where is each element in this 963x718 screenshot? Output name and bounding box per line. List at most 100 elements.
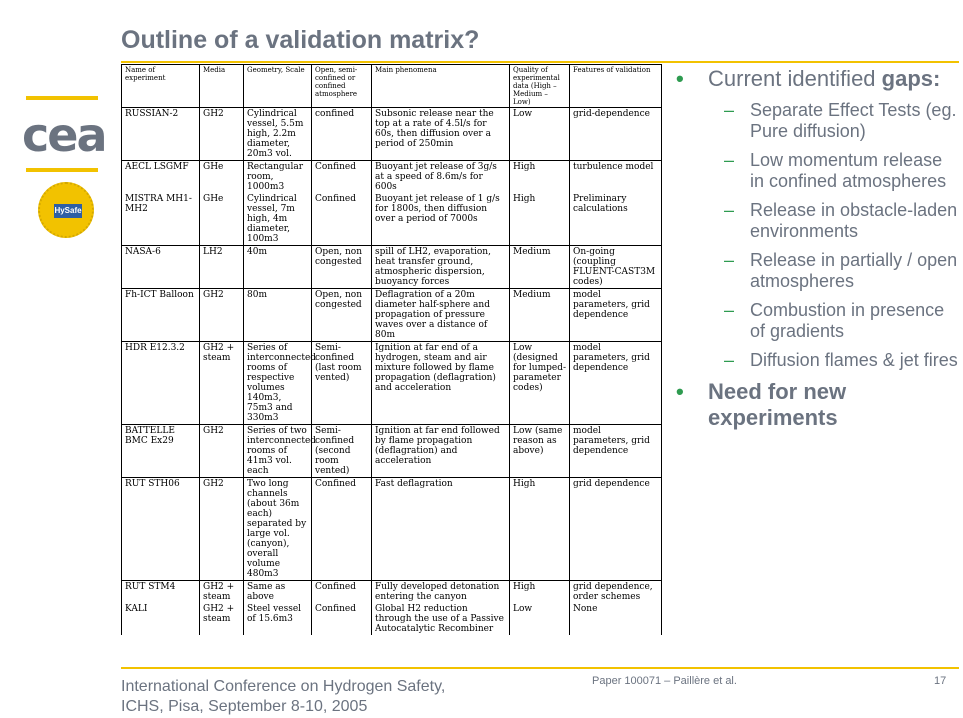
hysafe-logo: HySafe [38,182,94,238]
table-cell: model parameters, grid dependence [569,288,662,342]
conclusion-text: Need for new experiments [708,379,847,430]
table-header-cell: Features of validation [569,64,662,108]
table-cell: High [509,193,570,246]
table-cell: Semi-confined (last room vented) [311,341,372,425]
table-cell: Two long channels (about 36m each) separ… [243,477,312,581]
table-cell: RUSSIAN-2 [121,107,200,161]
table-cell: Confined [311,160,372,193]
table-cell: High [509,580,570,603]
table-cell: Cylindrical vessel, 7m high, 4m diameter… [243,193,312,246]
table-cell: High [509,477,570,581]
table-cell: Rectangular room, 1000m3 [243,160,312,193]
table-header-cell: Name of experiment [121,64,200,108]
slide-title: Outline of a validation matrix? [121,26,480,54]
table-cell: Buoyant jet release of 1 g/s for 1800s, … [371,193,510,246]
table-cell: turbulence model [569,160,662,193]
bullet-dash: – [724,200,735,220]
table-cell: KALI [121,603,200,635]
table-cell: Same as above [243,580,312,603]
gap-item-text: Separate Effect Tests (eg. Pure diffusio… [750,100,957,141]
footer-paper-ref: Paper 100071 – Paillère et al. [592,675,737,687]
table-cell: Confined [311,603,372,635]
table-cell: Low (same reason as above) [509,424,570,478]
table-cell: MISTRA MH1-MH2 [121,193,200,246]
table-row: MISTRA MH1-MH2 GHe Cylindrical vessel, 7m … [121,193,662,246]
gaps-panel: • Current identified gaps: – Separate Eff… [668,66,958,431]
table-cell: confined [311,107,372,161]
table-cell: Buoyant jet release of 3g/s at a speed o… [371,160,510,193]
gap-item: – Separate Effect Tests (eg. Pure diffusi… [668,100,958,142]
footer-conference: International Conference on Hydrogen Saf… [121,677,445,717]
footer-location-line: ICHS, Pisa, September 8-10, 2005 [121,698,368,715]
table-cell: GHe [199,160,244,193]
cea-logo: cea [22,108,108,162]
gaps-heading-bold: gaps: [881,66,941,91]
table-cell: grid dependence [569,477,662,581]
table-cell: Medium [509,288,570,342]
logo-accent-line-bottom [26,168,98,172]
table-cell: Confined [311,580,372,603]
gap-item: – Release in partially / open atmospheres [668,250,958,292]
bullet-dash: – [724,150,735,170]
table-cell: GH2 + steam [199,603,244,635]
conclusion-bullet: • Need for new experiments [668,379,958,431]
table-header-cell: Quality of experimental data (High – Med… [509,64,570,108]
table-row: BATTELLE BMC Ex29 GH2 Series of two interc… [121,424,662,478]
table-header-cell: Main phenomena [371,64,510,108]
table-row: RUT STM4 GH2 + steam Same as above Confined… [121,580,662,603]
table-cell: Confined [311,193,372,246]
top-divider [121,61,959,63]
table-cell: Steel vessel of 15.6m3 [243,603,312,635]
gaps-heading: • Current identified gaps: [668,66,958,92]
table-cell: Cylindrical vessel, 5.5m high, 2.2m diam… [243,107,312,161]
bottom-divider [121,667,959,669]
table-cell: LH2 [199,245,244,289]
table-cell: Medium [509,245,570,289]
table-cell: GH2 [199,424,244,478]
gap-item: – Combustion in presence of gradients [668,300,958,342]
table-cell: GH2 + steam [199,580,244,603]
table-cell: GH2 [199,288,244,342]
table-row: RUT STH06 GH2 Two long channels (about 36m… [121,477,662,581]
table-cell: Confined [311,477,372,581]
table-cell: model parameters, grid dependence [569,341,662,425]
table-cell: Series of two interconnected rooms of 41… [243,424,316,478]
hysafe-logo-label: HySafe [54,204,82,218]
table-cell: HDR E12.3.2 [121,341,200,425]
table-cell: Ignition at far end of a hydrogen, steam… [371,341,510,425]
table-cell: RUT STM4 [121,580,200,603]
gap-item-text: Release in obstacle-laden environments [750,200,958,241]
table-cell: NASA-6 [121,245,200,289]
table-row: AECL LSGMF GHe Rectangular room, 1000m3 Con… [121,160,662,193]
bullet-dash: – [724,300,735,320]
table-cell: 40m [243,245,312,289]
table-row: RUSSIAN-2 GH2 Cylindrical vessel, 5.5m hig… [121,107,662,161]
footer-conference-line: International Conference on Hydrogen Saf… [121,678,446,695]
table-cell: Low (designed for lumped-parameter codes… [509,341,570,425]
table-cell: Ignition at far end followed by flame pr… [371,424,510,478]
gap-item: – Diffusion flames & jet fires [668,350,958,371]
bullet-dot: • [676,379,684,404]
logo-accent-line-top [26,96,98,100]
table-cell: Open, non congested [311,288,372,342]
table-row: KALI GH2 + steam Steel vessel of 15.6m3 Con… [121,603,662,635]
table-cell: Fh-ICT Balloon [121,288,200,342]
table-header-cell: Open, semi-confined or confined atmosphe… [311,64,372,108]
table-cell: High [509,160,570,193]
table-cell: Semi-confined (second room vented) [311,424,372,478]
table-cell: Subsonic release near the top at a rate … [371,107,510,161]
gap-item: – Low momentum release in confined atmosp… [668,150,958,192]
table-cell: RUT STH06 [121,477,200,581]
table-row: Fh-ICT Balloon GH2 80m Open, non congested D… [121,288,662,342]
gap-item-text: Diffusion flames & jet fires [750,350,958,370]
bullet-dot: • [676,66,684,91]
table-header-row: Name of experiment Media Geometry, Scale Op… [121,64,662,108]
table-cell: On-going (coupling FLUENT-CAST3M codes) [569,245,662,289]
table-header-cell: Media [199,64,244,108]
gap-item: – Release in obstacle-laden environments [668,200,958,242]
gap-item-text: Release in partially / open atmospheres [750,250,958,291]
validation-matrix-table: Name of experiment Media Geometry, Scale Op… [121,64,662,667]
table-cell: Series of interconnected rooms of respec… [243,341,316,425]
table-cell: BATTELLE BMC Ex29 [121,424,200,478]
table-header-cell: Geometry, Scale [243,64,312,108]
